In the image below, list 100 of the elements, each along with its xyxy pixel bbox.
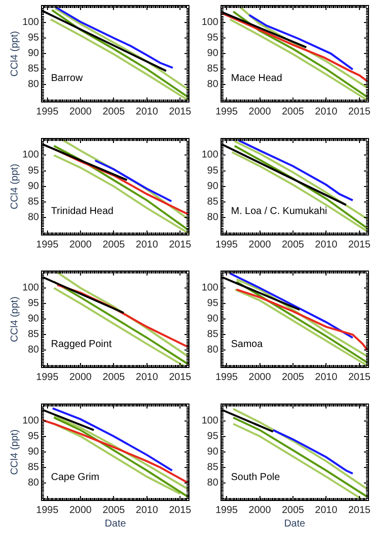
x-tick-label: 1995	[36, 505, 59, 516]
x-tick-label: 2005	[282, 505, 305, 516]
x-tick-label: 2015	[168, 505, 192, 516]
y-tick-label: 95	[207, 298, 219, 310]
line-series	[248, 14, 354, 70]
y-tick-label: 85	[207, 196, 219, 208]
y-tick-label: 85	[207, 64, 219, 75]
line-series	[42, 419, 189, 484]
y-tick-label: 95	[28, 298, 40, 310]
y-tick-label: 90	[28, 446, 40, 458]
y-tick-label: 90	[207, 314, 219, 325]
x-tick-label: 2010	[315, 239, 338, 250]
x-tick-label: 1995	[215, 239, 238, 250]
x-tick-label: 2010	[136, 505, 158, 516]
annotation: M. Loa / C. Kumukahi	[231, 206, 328, 217]
y-tick-label: 90	[207, 48, 219, 60]
x-tick-label: 2005	[102, 505, 126, 516]
y-tick-label: 100	[22, 16, 40, 28]
y-tick-label: 90	[28, 180, 40, 192]
x-tick-label: 1995	[36, 106, 59, 118]
y-tick-label: 95	[28, 32, 40, 44]
y-tick-label: 80	[207, 79, 219, 90]
x-tick-label: 2005	[282, 239, 305, 250]
x-tick-label: 1995	[215, 106, 238, 118]
line-series	[234, 140, 368, 220]
y-tick-label: 80	[28, 212, 40, 223]
x-tick-label: 2005	[102, 239, 126, 250]
x-tick-label: 1995	[215, 372, 238, 384]
x-tick-label: 2000	[69, 239, 92, 250]
x-tick-label: 2010	[136, 106, 158, 118]
y-tick-label: 80	[207, 477, 219, 488]
annotation: South Pole	[231, 472, 280, 483]
y-tick-label: 80	[28, 79, 40, 90]
x-tick-label: 2015	[348, 106, 371, 118]
y-tick-label: 80	[207, 212, 219, 223]
x-tick-label: 2000	[69, 106, 92, 118]
y-tick-label: 90	[28, 48, 40, 60]
annotation: Cape Grim	[51, 472, 100, 483]
y-tick-label: 80	[28, 344, 40, 356]
y-tick-label: 100	[202, 150, 219, 161]
x-tick-label: 2015	[348, 372, 371, 384]
x-tick-label: 2005	[102, 106, 126, 118]
line-series	[221, 12, 368, 82]
x-tick-label: 2000	[69, 505, 92, 516]
y-tick-label: 85	[28, 329, 40, 340]
y-tick-label: 90	[207, 446, 219, 458]
x-axis-title: Date	[284, 518, 306, 530]
x-tick-label: 2015	[168, 372, 192, 384]
line-series	[52, 422, 182, 495]
y-tick-label: 80	[28, 477, 40, 488]
y-tick-label: 80	[207, 344, 219, 356]
y-axis-title: CCl4 (ppt)	[9, 296, 20, 342]
y-tick-label: 100	[22, 415, 40, 426]
x-axis-title: Date	[104, 518, 126, 530]
annotation: Barrow	[51, 73, 84, 84]
y-tick-label: 85	[207, 462, 219, 473]
x-tick-label: 1995	[36, 372, 59, 384]
x-tick-label: 2010	[136, 372, 158, 384]
x-tick-label: 2000	[248, 505, 272, 516]
line-series	[94, 160, 172, 202]
x-tick-label: 2015	[168, 106, 192, 118]
x-tick-label: 2000	[248, 239, 272, 250]
x-tick-label: 2000	[248, 372, 272, 384]
y-tick-label: 85	[28, 462, 40, 473]
y-tick-label: 95	[207, 165, 219, 176]
y-tick-label: 100	[22, 282, 40, 294]
y-tick-label: 95	[207, 430, 219, 442]
x-tick-label: 2005	[282, 106, 305, 118]
y-tick-label: 95	[207, 32, 219, 44]
x-tick-label: 2000	[69, 372, 92, 384]
y-tick-label: 100	[202, 415, 219, 426]
y-tick-label: 90	[207, 180, 219, 192]
line-series	[228, 272, 354, 339]
x-tick-label: 2010	[315, 106, 338, 118]
y-tick-label: 85	[28, 64, 40, 75]
x-tick-label: 2015	[348, 505, 371, 516]
y-axis-title: CCl4 (ppt)	[9, 429, 20, 475]
y-tick-label: 90	[28, 314, 40, 325]
y-axis-title: CCl4 (ppt)	[9, 31, 20, 77]
y-tick-label: 95	[28, 165, 40, 176]
x-tick-label: 1995	[36, 239, 59, 250]
x-tick-label: 2010	[136, 239, 158, 250]
x-tick-label: 2010	[315, 372, 338, 384]
y-tick-label: 100	[22, 150, 40, 161]
x-tick-label: 2005	[102, 372, 126, 384]
x-tick-label: 2015	[168, 239, 192, 250]
y-tick-label: 95	[28, 430, 40, 442]
line-series	[238, 139, 354, 202]
annotation: Trinidad Head	[51, 206, 114, 217]
line-series	[52, 407, 174, 472]
line-series	[232, 408, 368, 490]
x-tick-label: 2015	[348, 239, 371, 250]
y-tick-label: 85	[207, 329, 219, 340]
x-tick-label: 1995	[215, 505, 238, 516]
annotation: Samoa	[231, 339, 264, 350]
x-tick-label: 2005	[282, 372, 305, 384]
y-axis-title: CCl4 (ppt)	[9, 164, 20, 210]
y-tick-label: 85	[28, 196, 40, 208]
y-tick-label: 100	[202, 282, 219, 294]
line-series	[54, 6, 174, 69]
